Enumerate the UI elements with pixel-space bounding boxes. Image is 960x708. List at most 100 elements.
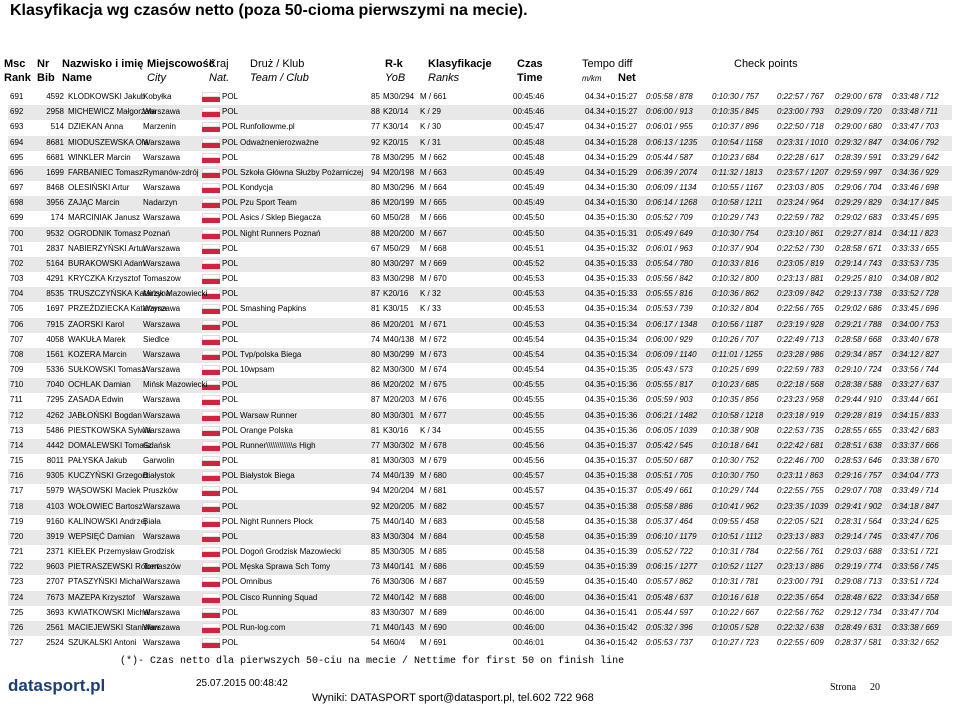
table-cell: 0:22:50 / 718 [777, 122, 824, 132]
table-cell: Pruszków [143, 486, 178, 496]
table-cell: 0:06:17 / 1348 [646, 319, 698, 329]
table-cell: WEPSIĘĆ Damian [68, 531, 135, 541]
table-cell: 0:05:55 / 817 [646, 380, 693, 390]
table-cell: 00:45:49 [513, 183, 545, 193]
table-cell: 0:34:12 / 827 [892, 349, 939, 359]
table-cell: 0:10:58 / 1218 [712, 410, 764, 420]
table-cell: 3919 [46, 531, 64, 541]
column-header: Time [517, 72, 543, 84]
contact: Wyniki: DATASPORT sport@datasport.pl, te… [312, 692, 594, 704]
table-cell: 73 [371, 562, 380, 572]
table-cell: 0:05:55 / 816 [646, 289, 693, 299]
table-cell: 0:34:36 / 929 [892, 167, 939, 177]
table-cell: 0:05:43 / 573 [646, 365, 693, 375]
table-cell: 0:22:56 / 762 [777, 607, 824, 617]
table-cell: 04.35 [585, 562, 606, 572]
table-cell: 5486 [46, 425, 64, 435]
table-cell: M30/304 [383, 531, 415, 541]
table-cell: +0:15:31 [606, 228, 638, 238]
table-cell: 0:10:16 / 618 [712, 592, 759, 602]
table-cell: 82 [371, 365, 380, 375]
table-cell: M / 664 [420, 183, 447, 193]
table-cell: 0:23:13 / 881 [777, 274, 824, 284]
table-cell: 1561 [46, 349, 64, 359]
table-cell: 00:45:51 [513, 243, 545, 253]
table-cell: 00:45:58 [513, 531, 545, 541]
table-cell: WOŁOWIEC Bartosz [68, 501, 143, 511]
table-cell: POL [222, 92, 239, 101]
table-cell: JABŁOŃSKI Bogdan [68, 410, 142, 420]
table-cell: KRYCZKA Krzysztof [68, 274, 141, 284]
table-cell: 74 [371, 334, 380, 344]
table-cell: M30/295 [383, 152, 415, 162]
table-cell: 04.35 [585, 456, 606, 466]
table-cell: 0:06:13 / 1235 [646, 137, 698, 147]
table-cell: 7673 [46, 592, 64, 602]
table-cell: 0:22:49 / 713 [777, 334, 824, 344]
row-shade [8, 196, 952, 212]
table-cell: Marzenin [143, 122, 176, 132]
table-cell: 00:45:53 [513, 274, 545, 284]
table-cell: 0:34:04 / 773 [892, 471, 939, 481]
table-cell: Cisco Running Squad [240, 592, 318, 602]
table-cell: 9532 [46, 228, 64, 238]
table-cell: +0:15:37 [606, 486, 638, 496]
table-cell: POL [222, 183, 239, 193]
table-cell: +0:15:33 [606, 258, 638, 268]
table-cell: 0:22:28 / 617 [777, 152, 824, 162]
table-cell: 9160 [46, 516, 64, 526]
table-cell: 0:05:42 / 545 [646, 440, 693, 450]
table-cell: 0:33:38 / 669 [892, 622, 939, 632]
column-header: Name [62, 72, 92, 84]
table-cell: 04.34 [585, 198, 606, 208]
flag [202, 122, 220, 133]
table-cell: 80 [371, 349, 380, 359]
table-cell: 04.34 [585, 92, 606, 101]
table-cell: 0:10:31 / 784 [712, 547, 759, 557]
table-cell: 692 [10, 107, 24, 117]
table-cell: +0:15:30 [606, 198, 638, 208]
table-cell: 94 [371, 167, 380, 177]
table-cell: 0:23:09 / 842 [777, 289, 824, 299]
table-cell: 2371 [46, 547, 64, 557]
table-cell: PIETRASZEWSKI Robert [68, 562, 160, 572]
column-header: Miejscowość [147, 58, 215, 70]
flag [202, 274, 220, 285]
table-cell: 00:45:58 [513, 547, 545, 557]
table-cell: 00:45:46 [513, 107, 545, 117]
table-cell: 94 [371, 486, 380, 496]
table-cell: 2958 [46, 107, 64, 117]
table-cell: 0:29:02 / 686 [835, 304, 882, 314]
table-cell: M / 690 [420, 622, 447, 632]
table-cell: +0:15:29 [606, 167, 638, 177]
table-cell: 0:33:45 / 695 [892, 213, 939, 223]
timestamp: 25.07.2015 00:48:42 [196, 678, 288, 689]
table-cell: 04.34 [585, 107, 606, 117]
table-cell: 702 [10, 258, 24, 268]
table-cell: 0:34:15 / 833 [892, 410, 939, 420]
table-cell: 0:06:15 / 1277 [646, 562, 698, 572]
table-cell: +0:15:41 [606, 592, 638, 602]
table-cell: Night Runners Poznań [240, 228, 321, 238]
table-cell: ZAORSKI Karol [68, 319, 125, 329]
table-cell: 04.35 [585, 410, 606, 420]
table-cell: M / 682 [420, 501, 447, 511]
flag [202, 562, 220, 573]
column-header: Check points [734, 58, 798, 70]
table-cell: Warszawa [143, 577, 181, 587]
table-cell: 5164 [46, 258, 64, 268]
flag [202, 334, 220, 345]
table-cell: M20/205 [383, 501, 415, 511]
table-cell: 9305 [46, 471, 64, 481]
row-shade [8, 378, 952, 394]
table-cell: 0:29:10 / 724 [835, 365, 882, 375]
table-cell: 712 [10, 410, 24, 420]
flag [202, 516, 220, 527]
column-header: Net [618, 72, 636, 84]
table-cell: 721 [10, 547, 24, 557]
table-cell: 04.36 [585, 592, 606, 602]
table-cell: 0:05:48 / 637 [646, 592, 693, 602]
table-cell: 0:10:30 / 752 [712, 456, 759, 466]
table-cell: 0:29:14 / 745 [835, 531, 882, 541]
table-cell: +0:15:35 [606, 365, 638, 375]
